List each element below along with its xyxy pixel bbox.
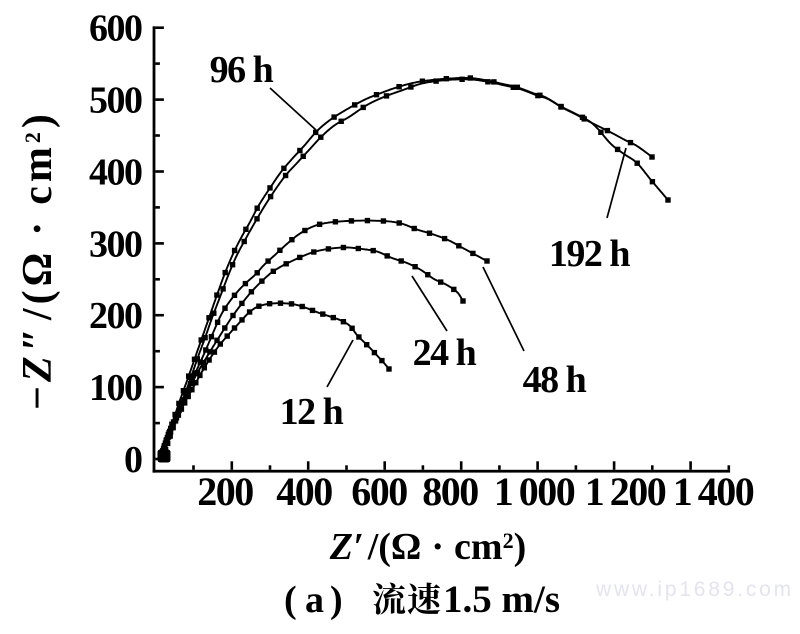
svg-text:96 h: 96 h xyxy=(210,49,274,91)
svg-text:800: 800 xyxy=(422,469,478,514)
svg-text:Z′/(Ω·cm2): Z′/(Ω · cm2) xyxy=(329,526,526,568)
svg-text:48 h: 48 h xyxy=(523,359,587,401)
svg-text:192 h: 192 h xyxy=(549,233,631,275)
svg-text:300: 300 xyxy=(89,223,142,265)
svg-text:(: ( xyxy=(284,579,303,621)
svg-text:600: 600 xyxy=(89,8,142,50)
svg-text:12 h: 12 h xyxy=(280,391,344,433)
svg-text:200: 200 xyxy=(197,469,253,514)
svg-text:0: 0 xyxy=(124,439,142,481)
svg-text:): ) xyxy=(330,579,343,621)
svg-text:1.5 m/s: 1.5 m/s xyxy=(443,578,560,621)
svg-text:−Z″/(Ω·cm2): −Z″/(Ω·cm2) xyxy=(15,110,61,410)
svg-text:24 h: 24 h xyxy=(413,332,477,374)
svg-text:a: a xyxy=(305,579,324,621)
svg-text:www.ip1689.com: www.ip1689.com xyxy=(595,578,794,601)
svg-text:600: 600 xyxy=(351,469,407,514)
svg-text:400: 400 xyxy=(276,469,332,514)
svg-text:500: 500 xyxy=(89,80,142,122)
svg-text:1 000: 1 000 xyxy=(494,469,575,514)
svg-text:100: 100 xyxy=(89,367,142,409)
svg-text:200: 200 xyxy=(89,295,142,337)
svg-text:1 200: 1 200 xyxy=(585,469,666,514)
svg-text:1 400: 1 400 xyxy=(673,469,754,514)
svg-text:400: 400 xyxy=(89,152,142,194)
